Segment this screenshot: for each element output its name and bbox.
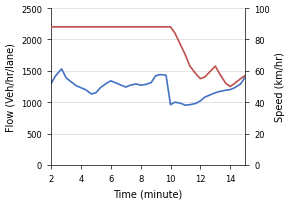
X-axis label: Time (minute): Time (minute) xyxy=(113,188,183,198)
Y-axis label: Flow (Veh/hr/lane): Flow (Veh/hr/lane) xyxy=(6,43,15,131)
Y-axis label: Speed (km/hr): Speed (km/hr) xyxy=(276,52,285,122)
